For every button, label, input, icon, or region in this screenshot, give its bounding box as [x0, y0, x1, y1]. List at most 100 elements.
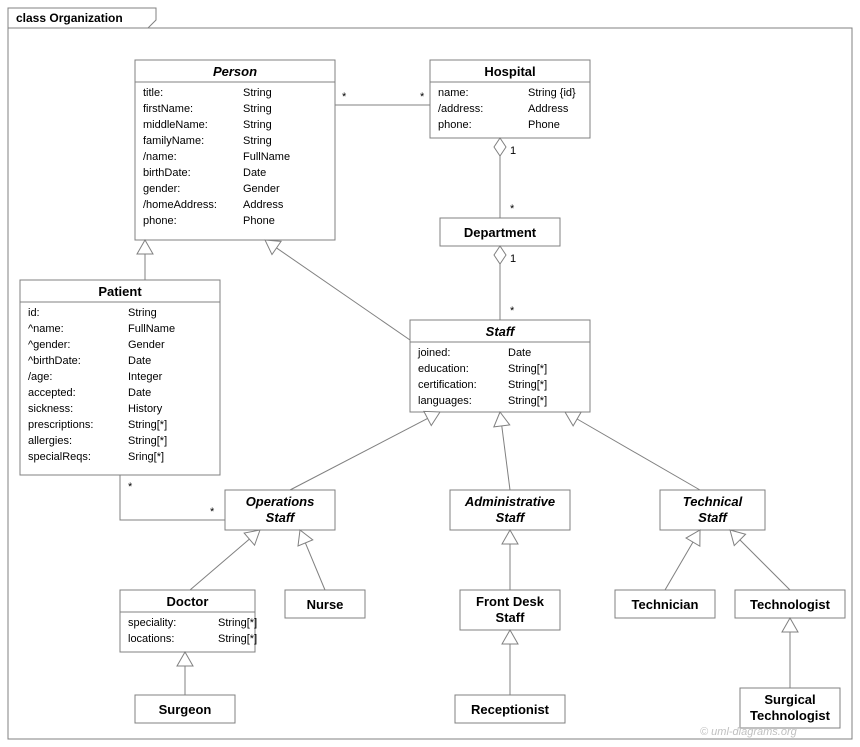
- class-Staff: Staffjoined:Dateeducation:String[*]certi…: [410, 320, 590, 412]
- svg-text:familyName:: familyName:: [143, 135, 204, 147]
- svg-text:String[*]: String[*]: [508, 395, 547, 407]
- class-Person: Person title: String firstName: String middle…: [135, 60, 335, 240]
- svg-text:Technical: Technical: [683, 494, 743, 509]
- svg-text:Surgeon: Surgeon: [159, 702, 212, 717]
- svg-text:Patient: Patient: [98, 284, 142, 299]
- svg-text:accepted:: accepted:: [28, 387, 76, 399]
- svg-text:String: String: [243, 87, 272, 99]
- svg-text:Front Desk: Front Desk: [476, 594, 545, 609]
- svg-text:Surgical: Surgical: [764, 692, 815, 707]
- svg-text:/address:: /address:: [438, 103, 483, 115]
- svg-text:*: *: [510, 305, 515, 317]
- svg-text:specialReqs:: specialReqs:: [28, 451, 91, 463]
- class-Surgeon: Surgeon: [135, 695, 235, 723]
- watermark: © uml-diagrams.org: [700, 726, 798, 738]
- svg-text:Hospital: Hospital: [484, 64, 535, 79]
- svg-text:birthDate:: birthDate:: [143, 167, 191, 179]
- svg-text:Integer: Integer: [128, 371, 163, 383]
- svg-text:certification:: certification:: [418, 379, 477, 391]
- svg-text:Gender: Gender: [128, 339, 165, 351]
- svg-text:Technologist: Technologist: [750, 597, 831, 612]
- svg-text:title:: title:: [143, 87, 163, 99]
- class-AdministrativeStaff: AdministrativeStaff: [450, 490, 570, 530]
- svg-text:Gender: Gender: [243, 183, 280, 195]
- svg-text:phone:: phone:: [438, 119, 472, 131]
- class-Technician: Technician: [615, 590, 715, 618]
- svg-text:^birthDate:: ^birthDate:: [28, 355, 81, 367]
- svg-text:FullName: FullName: [128, 323, 175, 335]
- class-Technologist: Technologist: [735, 590, 845, 618]
- svg-text:Department: Department: [464, 225, 537, 240]
- class-Hospital: Hospitalname:String {id}/address:Address…: [430, 60, 590, 138]
- svg-text:/name:: /name:: [143, 151, 177, 163]
- svg-text:Staff: Staff: [486, 324, 516, 339]
- svg-text:History: History: [128, 403, 163, 415]
- svg-text:Operations: Operations: [246, 494, 315, 509]
- svg-text:String: String: [243, 103, 272, 115]
- svg-text:locations:: locations:: [128, 633, 174, 645]
- svg-text:^name:: ^name:: [28, 323, 64, 335]
- svg-text:Sring[*]: Sring[*]: [128, 451, 164, 463]
- svg-text:phone:: phone:: [143, 215, 177, 227]
- svg-text:Technologist: Technologist: [750, 708, 831, 723]
- svg-text:1: 1: [510, 145, 516, 157]
- svg-text:Date: Date: [128, 355, 151, 367]
- svg-text:String[*]: String[*]: [218, 617, 257, 629]
- svg-text:*: *: [342, 91, 347, 103]
- svg-text:Nurse: Nurse: [307, 597, 344, 612]
- svg-text:joined:: joined:: [417, 347, 450, 359]
- svg-text:Phone: Phone: [243, 215, 275, 227]
- svg-text:String[*]: String[*]: [218, 633, 257, 645]
- svg-text:*: *: [420, 91, 425, 103]
- class-Receptionist: Receptionist: [455, 695, 565, 723]
- svg-text:Staff: Staff: [496, 610, 526, 625]
- svg-text:Receptionist: Receptionist: [471, 702, 550, 717]
- svg-text:speciality:: speciality:: [128, 617, 176, 629]
- svg-text:*: *: [210, 506, 215, 518]
- uml-diagram: class Organization Person title: String firs…: [0, 0, 860, 747]
- svg-text:firstName:: firstName:: [143, 103, 193, 115]
- svg-text:middleName:: middleName:: [143, 119, 208, 131]
- svg-text:gender:: gender:: [143, 183, 180, 195]
- svg-text:Address: Address: [528, 103, 569, 115]
- svg-text:String[*]: String[*]: [508, 363, 547, 375]
- class-Department: Department: [440, 218, 560, 246]
- svg-text:String[*]: String[*]: [508, 379, 547, 391]
- class-FrontDeskStaff: Front DeskStaff: [460, 590, 560, 630]
- svg-text:Date: Date: [243, 167, 266, 179]
- svg-text:*: *: [128, 481, 133, 493]
- svg-text:Staff: Staff: [698, 510, 728, 525]
- svg-text:Date: Date: [128, 387, 151, 399]
- class-TechnicalStaff: TechnicalStaff: [660, 490, 765, 530]
- class-SurgicalTechnologist: SurgicalTechnologist: [740, 688, 840, 728]
- svg-text:String: String: [128, 307, 157, 319]
- svg-text:FullName: FullName: [243, 151, 290, 163]
- svg-text:Doctor: Doctor: [167, 594, 209, 609]
- class-Nurse: Nurse: [285, 590, 365, 618]
- svg-text:languages:: languages:: [418, 395, 472, 407]
- svg-text:1: 1: [510, 253, 516, 265]
- svg-text:String[*]: String[*]: [128, 419, 167, 431]
- svg-text:Staff: Staff: [496, 510, 526, 525]
- svg-text:String {id}: String {id}: [528, 87, 576, 99]
- svg-text:Phone: Phone: [528, 119, 560, 131]
- frame-label: class Organization: [16, 11, 123, 25]
- svg-text:allergies:: allergies:: [28, 435, 72, 447]
- svg-text:sickness:: sickness:: [28, 403, 73, 415]
- svg-text:/age:: /age:: [28, 371, 52, 383]
- svg-text:/homeAddress:: /homeAddress:: [143, 199, 217, 211]
- class-OperationsStaff: OperationsStaff: [225, 490, 335, 530]
- svg-text:String: String: [243, 119, 272, 131]
- svg-text:String[*]: String[*]: [128, 435, 167, 447]
- svg-text:*: *: [510, 203, 515, 215]
- class-Doctor: Doctor speciality: String[*] locations: Stri…: [120, 590, 257, 652]
- svg-text:Date: Date: [508, 347, 531, 359]
- svg-text:Person: Person: [213, 64, 257, 79]
- svg-text:prescriptions:: prescriptions:: [28, 419, 93, 431]
- svg-text:Staff: Staff: [266, 510, 296, 525]
- svg-text:String: String: [243, 135, 272, 147]
- class-Patient: Patient id: String ^name: FullName ^gender: Ge…: [20, 280, 220, 475]
- svg-text:Technician: Technician: [632, 597, 699, 612]
- svg-text:id:: id:: [28, 307, 40, 319]
- svg-text:^gender:: ^gender:: [28, 339, 70, 351]
